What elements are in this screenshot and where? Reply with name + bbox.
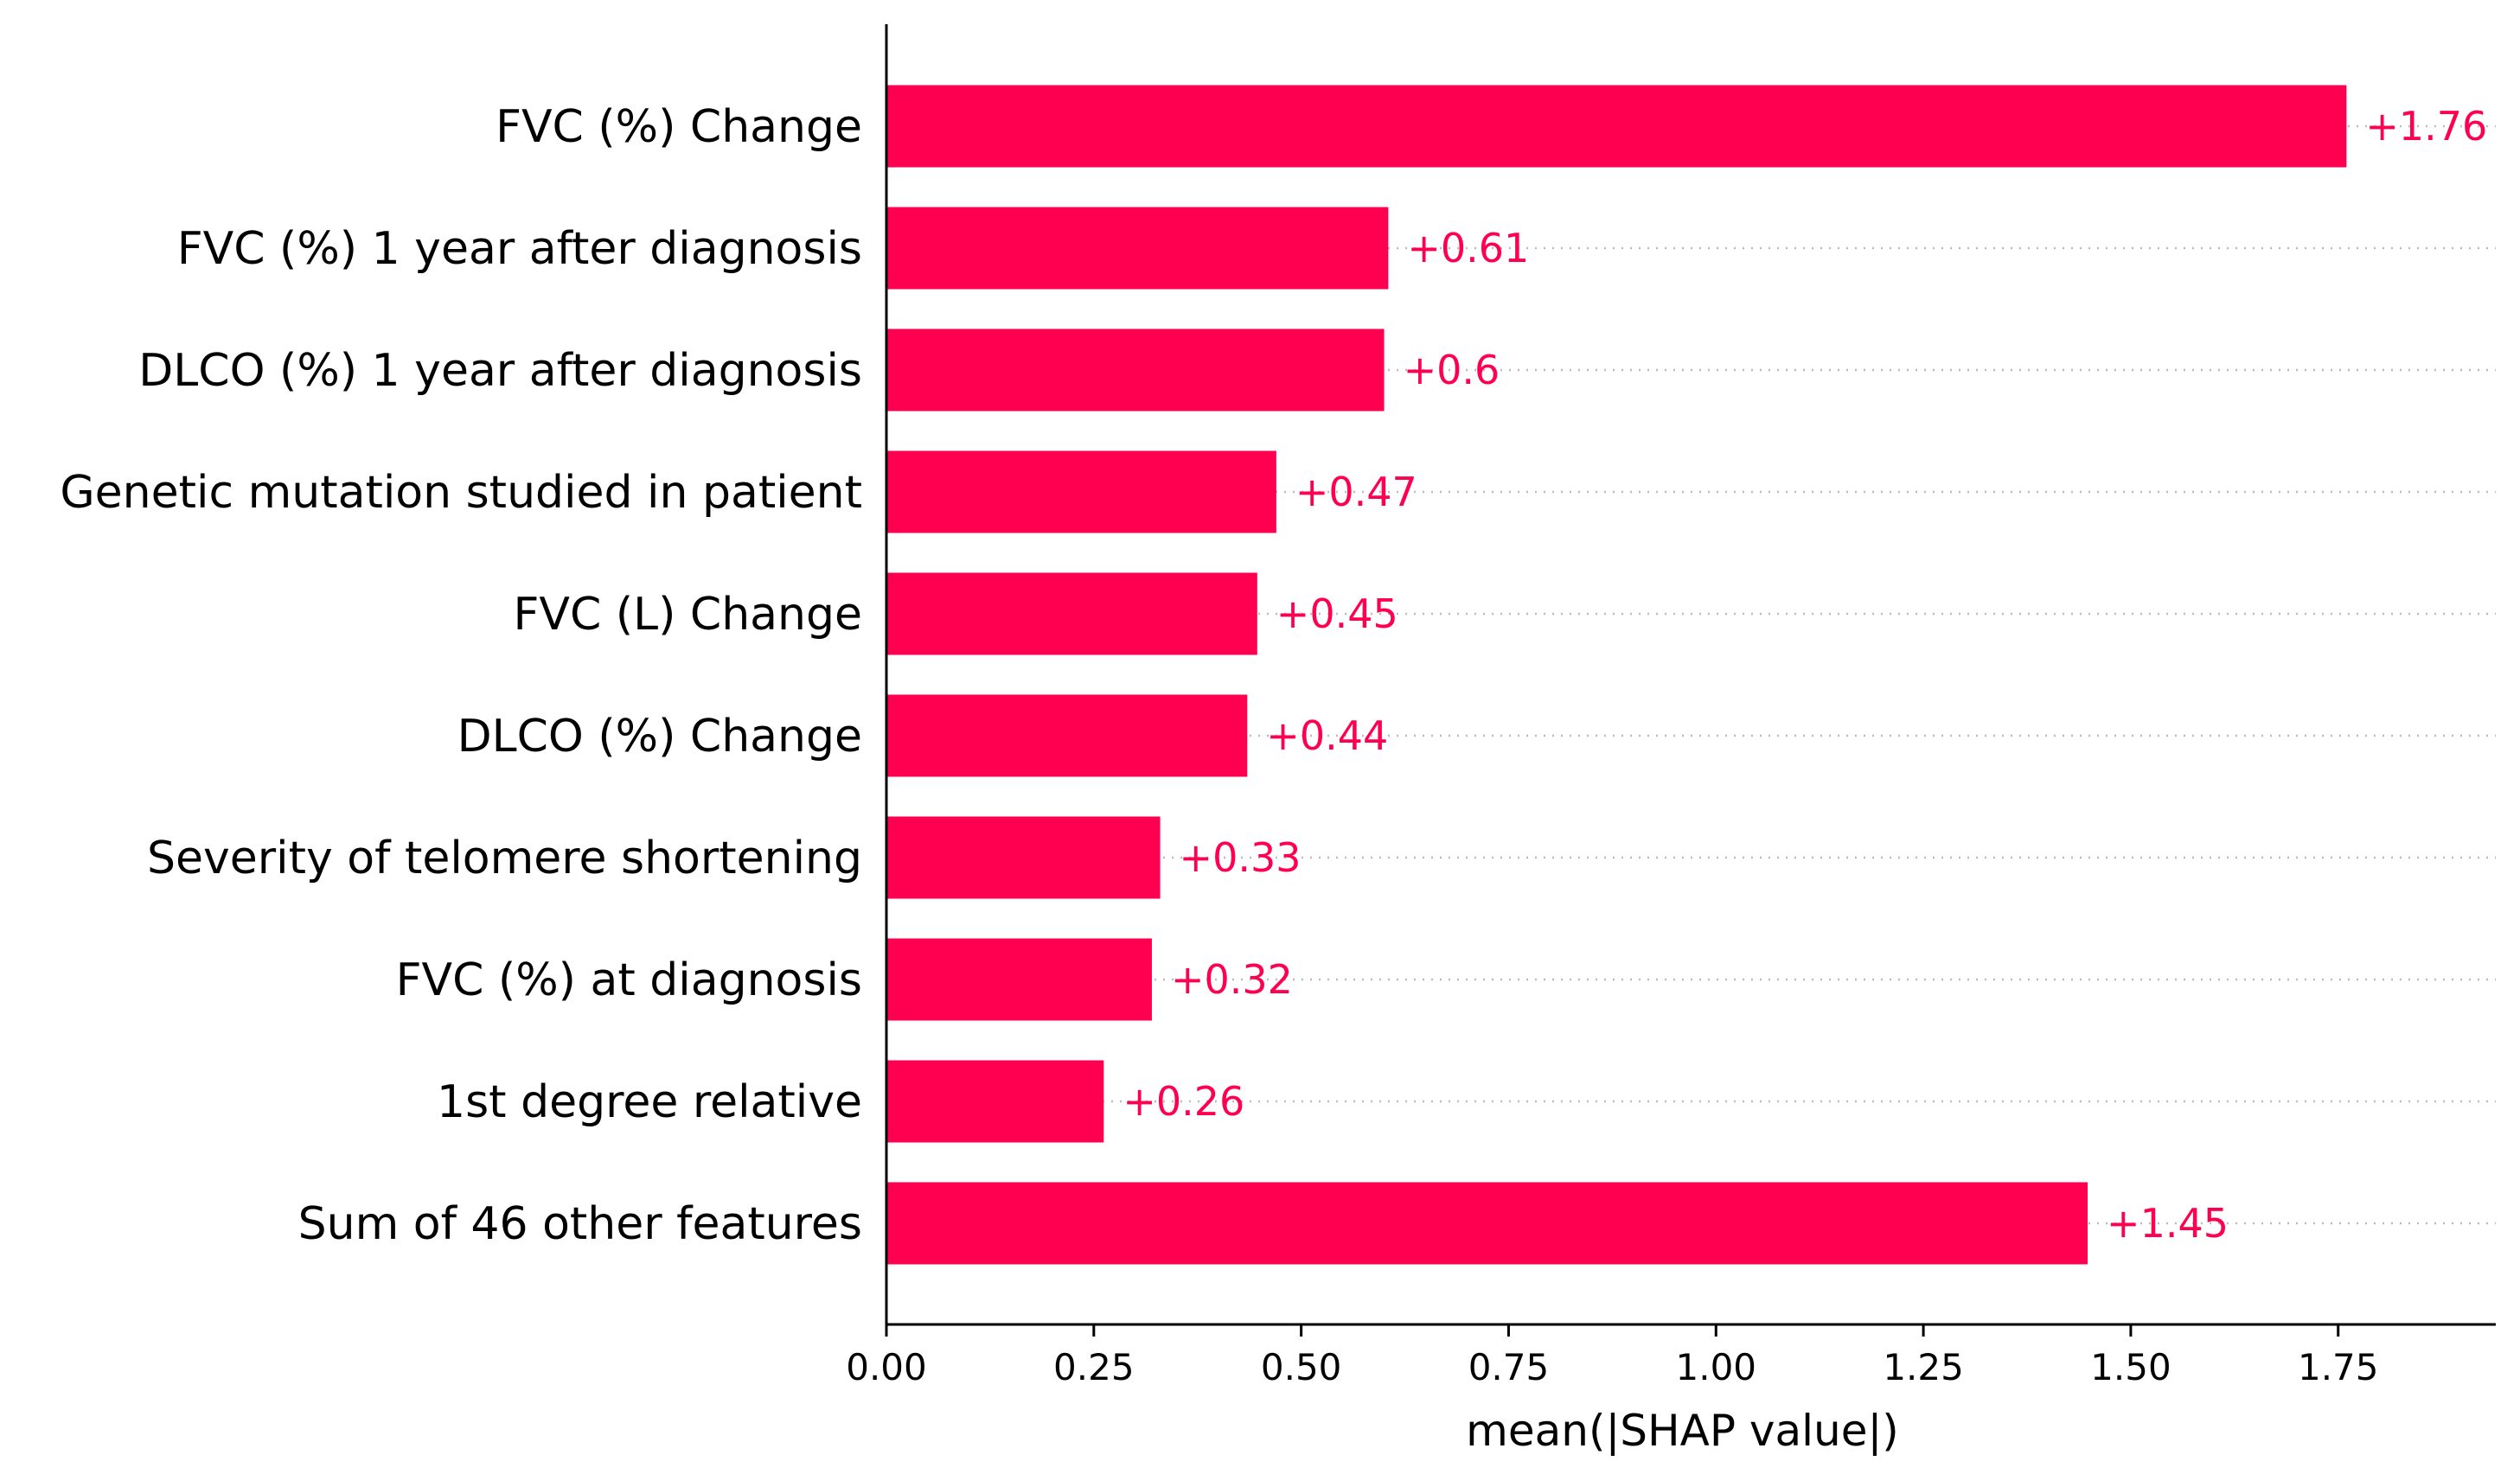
bar <box>886 572 1257 655</box>
x-tick-label: 1.50 <box>2090 1346 2171 1388</box>
x-tick-label: 1.25 <box>1883 1346 1964 1388</box>
bar <box>886 1182 2088 1265</box>
bar <box>886 450 1276 533</box>
x-tick-label: 1.00 <box>1676 1346 1757 1388</box>
feature-label: FVC (L) Change <box>514 589 862 641</box>
bars <box>886 85 2347 1265</box>
x-tick-label: 0.00 <box>846 1346 927 1388</box>
x-tick-label: 1.75 <box>2298 1346 2379 1388</box>
bar <box>886 938 1152 1021</box>
value-label: +1.45 <box>2107 1200 2229 1247</box>
feature-label: DLCO (%) Change <box>457 711 862 763</box>
value-label: +0.45 <box>1276 590 1398 637</box>
bar <box>886 329 1385 412</box>
row-guide-lines <box>886 124 2496 1225</box>
feature-labels: FVC (%) Change FVC (%) 1 year after diagn… <box>60 101 862 1250</box>
value-label: +0.32 <box>1171 956 1293 1003</box>
value-label: +0.44 <box>1266 712 1388 759</box>
feature-label: DLCO (%) 1 year after diagnosis <box>138 345 862 397</box>
value-label: +1.76 <box>2365 103 2487 150</box>
bar <box>886 85 2347 168</box>
bar <box>886 207 1389 290</box>
feature-label: Genetic mutation studied in patient <box>60 467 862 519</box>
value-label: +0.33 <box>1180 834 1302 881</box>
value-label: +0.61 <box>1407 225 1529 271</box>
bar <box>886 816 1161 899</box>
x-tick-label: 0.25 <box>1053 1346 1135 1388</box>
feature-label: Severity of telomere shortening <box>147 833 862 884</box>
value-label: +0.26 <box>1122 1078 1244 1125</box>
x-axis-title: mean(|SHAP value|) <box>1466 1406 1899 1456</box>
bar <box>886 1060 1104 1143</box>
x-ticks: 0.00 0.25 0.50 0.75 1.00 1.25 1.50 1.75 <box>846 1324 2378 1388</box>
feature-label: FVC (%) 1 year after diagnosis <box>177 223 862 275</box>
value-label: +0.6 <box>1404 347 1500 393</box>
x-tick-label: 0.75 <box>1468 1346 1550 1388</box>
feature-label: Sum of 46 other features <box>298 1198 862 1250</box>
x-tick-label: 0.50 <box>1261 1346 1342 1388</box>
bar <box>886 694 1248 777</box>
feature-label: FVC (%) at diagnosis <box>396 954 862 1006</box>
feature-label: 1st degree relative <box>437 1076 862 1128</box>
feature-label: FVC (%) Change <box>496 101 862 153</box>
value-label: +0.47 <box>1295 469 1417 515</box>
value-labels: +1.76 +0.61 +0.6 +0.47 +0.45 +0.44 +0.33 +0.32 +… <box>1122 103 2487 1247</box>
